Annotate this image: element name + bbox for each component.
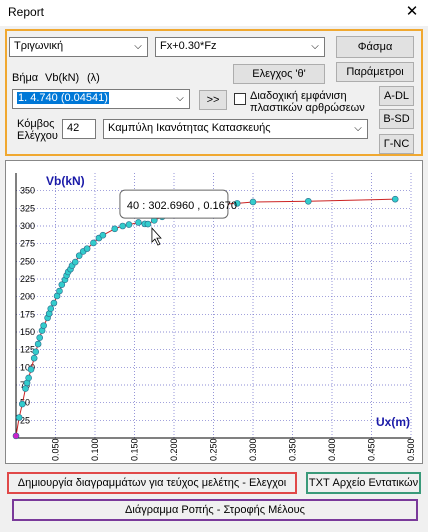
- control-node-label-line1: Κόμβος: [17, 118, 55, 130]
- x-axis-title: Ux(m): [376, 415, 410, 429]
- y-tick-label: 275: [20, 239, 35, 249]
- data-point: [56, 287, 63, 295]
- y-tick-label: 125: [20, 345, 35, 355]
- control-node-label-line2: Ελέγχου: [17, 130, 58, 142]
- chevron-down-icon: ⌵: [176, 93, 184, 104]
- curve-type-select[interactable]: Καμπύλη Ικανότητας Κατασκευής ⌵: [103, 119, 368, 139]
- g-nc-button[interactable]: Γ-NC: [379, 134, 414, 154]
- y-tick-label: 175: [20, 309, 35, 319]
- data-point: [99, 231, 107, 239]
- moment-rotation-diagram-button[interactable]: Διάγραμμα Ροπής - Στροφής Μέλους: [12, 499, 418, 521]
- step-label: Βήμα: [12, 72, 39, 84]
- data-point: [32, 348, 40, 356]
- lambda-label: (λ): [87, 72, 100, 84]
- close-icon[interactable]: ✕: [405, 3, 419, 20]
- chevron-down-icon: ⌵: [311, 41, 319, 52]
- data-point: [391, 195, 399, 203]
- title-bar: [0, 0, 428, 26]
- control-node-input[interactable]: 42: [62, 119, 96, 139]
- tooltip-box: [119, 189, 229, 219]
- data-point: [111, 225, 119, 233]
- window-title: Report: [8, 5, 45, 19]
- y-tick-label: 25: [20, 415, 30, 425]
- y-axis-title: Vb(kN): [46, 174, 85, 188]
- sequential-hinges-checkbox[interactable]: [234, 93, 246, 105]
- data-point: [34, 340, 42, 348]
- x-tick-label: 0.500: [406, 438, 416, 461]
- x-tick-label: 0.350: [288, 438, 298, 461]
- b-sd-button[interactable]: B-SD: [379, 109, 414, 129]
- data-point: [125, 221, 133, 228]
- y-tick-label: 325: [20, 203, 35, 213]
- y-tick-label: 225: [20, 274, 35, 284]
- vb-label: Vb(kN): [45, 72, 80, 84]
- chevron-down-icon: ⌵: [354, 123, 362, 134]
- mouse-cursor-icon: [151, 227, 162, 246]
- x-tick-label: 0.050: [51, 438, 61, 461]
- data-point: [119, 222, 126, 230]
- x-tick-label: 0.300: [248, 438, 258, 461]
- capacity-curve-chart-frame: 2550751001251501752002252502753003253500…: [5, 160, 423, 464]
- parameters-button[interactable]: Παράμετροι: [336, 62, 414, 82]
- analysis-type-select[interactable]: Τριγωνική ⌵: [9, 37, 148, 57]
- load-combination-select[interactable]: Fx+0.30*Fz ⌵: [155, 37, 325, 57]
- y-tick-label: 250: [20, 256, 35, 266]
- data-point: [47, 305, 55, 312]
- step-select[interactable]: 1. 4.740 (0.04541) ⌵: [12, 89, 190, 109]
- capacity-curve-line: [15, 198, 396, 436]
- load-combination-value: Fx+0.30*Fz: [160, 40, 217, 52]
- data-point: [58, 281, 66, 288]
- create-diagrams-button[interactable]: Δημιουργία διαγραμμάτων για τεύχος μελέτ…: [7, 472, 297, 494]
- data-point: [50, 299, 58, 307]
- x-tick-label: 0.150: [130, 438, 140, 461]
- step-value: 1. 4.740 (0.04541): [17, 92, 109, 104]
- data-point: [233, 200, 241, 207]
- data-point: [22, 385, 29, 392]
- x-tick-label: 0.450: [367, 438, 377, 461]
- x-tick-label: 0.400: [327, 438, 337, 461]
- data-point: [40, 322, 47, 329]
- data-point: [249, 198, 257, 206]
- data-point: [90, 239, 97, 247]
- x-tick-label: 0.200: [169, 438, 179, 461]
- data-point: [71, 258, 79, 266]
- txt-forces-file-button[interactable]: TXT Αρχείο Εντατικών: [306, 472, 421, 494]
- chevron-down-icon: ⌵: [134, 41, 142, 52]
- theta-check-button[interactable]: Ελεγχος 'θ': [233, 64, 325, 84]
- analysis-type-value: Τριγωνική: [14, 40, 64, 52]
- y-tick-label: 200: [20, 292, 35, 302]
- sequential-label-line1: Διαδοχική εμφάνιση: [250, 90, 347, 102]
- data-point: [30, 354, 38, 362]
- data-point: [144, 220, 152, 228]
- data-point: [83, 245, 91, 252]
- spectrum-button[interactable]: Φάσμα: [336, 36, 414, 58]
- x-tick-label: 0.250: [209, 438, 219, 461]
- y-tick-label: 150: [20, 327, 35, 337]
- capacity-curve-chart: 2550751001251501752002252502753003253500…: [12, 173, 416, 461]
- a-dl-button[interactable]: A-DL: [379, 86, 414, 106]
- data-point: [25, 374, 32, 382]
- next-step-button[interactable]: >>: [199, 90, 227, 110]
- data-point: [304, 197, 312, 205]
- data-point: [12, 432, 20, 440]
- y-tick-label: 350: [20, 186, 35, 196]
- control-panel: [5, 29, 423, 156]
- curve-type-value: Καμπύλη Ικανότητας Κατασκευής: [108, 122, 271, 134]
- data-point: [36, 334, 44, 341]
- sequential-label-line2: πλαστικών αρθρώσεων: [250, 102, 365, 114]
- y-tick-label: 100: [20, 362, 35, 372]
- data-point: [15, 414, 23, 421]
- tooltip-text: 40 : 302.6960 , 0.1670: [127, 200, 237, 212]
- data-point: [75, 252, 83, 259]
- y-tick-label: 300: [20, 221, 35, 231]
- data-point: [135, 219, 142, 226]
- data-point: [19, 400, 26, 408]
- data-point: [27, 366, 35, 373]
- x-tick-label: 0.100: [90, 438, 100, 461]
